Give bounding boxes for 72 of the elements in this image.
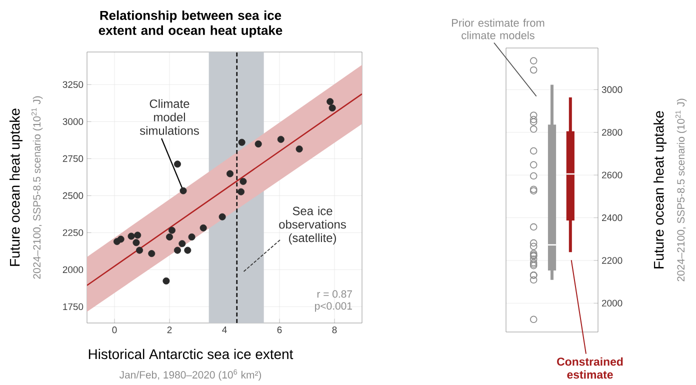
ref-line-label: Sea ice observations (satellite) (279, 206, 346, 244)
series-label: Prior estimate from climate models (452, 18, 544, 40)
y-tick-label: 2200 (602, 257, 622, 264)
text: 2024–2100, SSP5-8.5 scenario (10$^{21}$ J) (31, 96, 43, 279)
point (530, 125, 538, 133)
y-tick-label: 3000 (62, 118, 84, 125)
y-tick-label: 2600 (602, 172, 622, 178)
y-tick-label: 2000 (602, 300, 622, 307)
point (148, 250, 156, 258)
x-tick-label: 8 (332, 326, 337, 334)
point (166, 233, 174, 240)
point (174, 160, 181, 168)
point (178, 240, 186, 248)
point (530, 223, 538, 231)
point (530, 316, 538, 324)
x-tick-label: 4 (222, 326, 227, 334)
point (226, 170, 234, 178)
point (277, 136, 284, 143)
x-axis-title: Historical Antarctic sea ice extent (88, 348, 294, 360)
point (530, 112, 538, 119)
y-tick-label: 2250 (62, 229, 84, 236)
text: Jan/Feb, 1980–2020 (10$^{6}$ km²) (119, 369, 262, 381)
chart-title: Relationship between sea ice extent and ocean heat uptake (98, 10, 282, 38)
y-tick-label: 3250 (62, 81, 84, 88)
point (328, 104, 336, 112)
point (530, 161, 538, 168)
annotation: Climate model simulations (140, 99, 199, 135)
point (530, 118, 538, 126)
text: 2024–2100, SSP5-8.5 scenario (10$^{21}$ J) (675, 98, 687, 282)
point (530, 116, 538, 124)
point (180, 187, 187, 194)
point (200, 224, 207, 232)
point (218, 213, 226, 220)
point (240, 178, 247, 185)
point (136, 246, 144, 254)
point (530, 57, 538, 64)
point (296, 145, 303, 152)
point (254, 140, 262, 148)
point (134, 232, 142, 239)
y-tick-label: 1750 (63, 303, 84, 310)
y-tick-label: 2000 (62, 266, 84, 274)
point (188, 233, 196, 240)
y-tick-label: 2400 (602, 214, 622, 222)
point (530, 276, 538, 284)
y-tick-label: 2500 (62, 192, 84, 199)
y-tick-label: 2750 (62, 155, 84, 162)
point (128, 232, 135, 240)
y-axis-title: Future ocean heat uptake (10, 108, 23, 266)
point (132, 239, 140, 246)
point (168, 226, 176, 234)
point (238, 188, 245, 196)
point (530, 256, 538, 263)
point (530, 242, 538, 250)
point (238, 138, 246, 146)
annotation: r = 0.87 (317, 290, 352, 298)
point (162, 277, 170, 284)
point (530, 172, 538, 180)
y-tick-label: 3000 (602, 86, 622, 93)
point (117, 236, 124, 243)
y-tick-label: 2800 (602, 128, 622, 136)
point (326, 98, 334, 106)
x-tick-label: 0 (112, 326, 117, 334)
point (530, 239, 538, 247)
point (174, 246, 181, 254)
text: Constrained estimate (557, 357, 623, 379)
point (530, 66, 538, 74)
point (530, 147, 538, 155)
point (184, 246, 192, 254)
x-tick-label: 6 (277, 326, 282, 334)
annotation: p<0.001 (315, 302, 352, 312)
x-tick-label: 2 (167, 326, 172, 334)
y-axis-title: Future ocean heat uptake (654, 111, 667, 268)
